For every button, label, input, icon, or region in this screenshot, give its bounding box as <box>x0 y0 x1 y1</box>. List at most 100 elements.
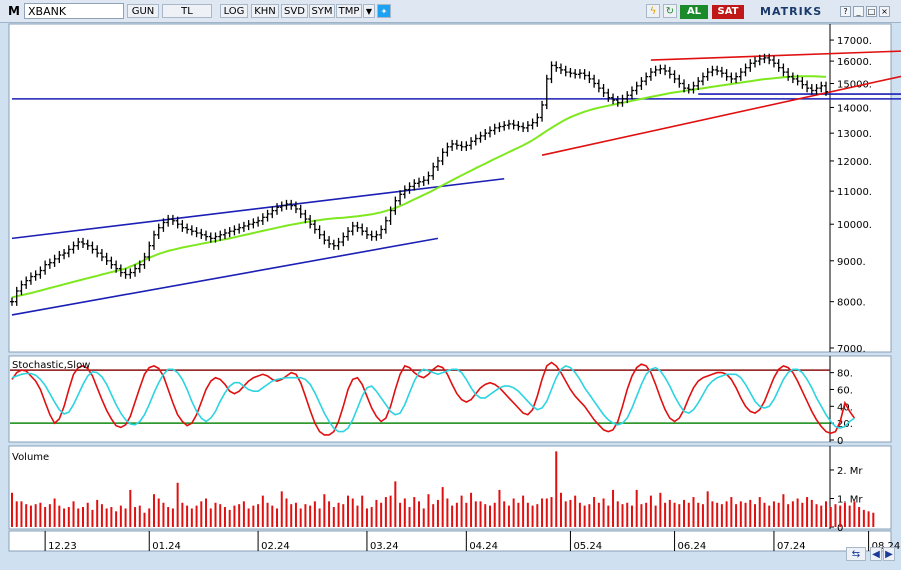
price-bar <box>346 227 351 241</box>
price-bar <box>819 81 824 93</box>
currency-button[interactable]: TL <box>162 4 212 18</box>
price-bar <box>469 137 474 150</box>
price-bar <box>66 245 71 258</box>
price-bar <box>554 61 559 72</box>
price-bar <box>473 134 478 146</box>
price-bar <box>478 131 483 143</box>
price-bar <box>104 252 109 265</box>
price-bar <box>805 80 810 93</box>
price-bar <box>653 65 658 77</box>
price-bar <box>270 206 275 219</box>
trendline <box>11 237 439 316</box>
price-bar <box>303 209 308 224</box>
price-bar <box>568 67 573 78</box>
price-bar <box>241 221 246 232</box>
price-bar <box>109 256 114 269</box>
price-bar <box>814 84 819 95</box>
help-icon[interactable]: ? <box>840 6 851 17</box>
price-bar <box>194 227 199 238</box>
price-bar <box>374 230 379 241</box>
price-bar <box>19 280 24 296</box>
price-bar <box>208 232 213 243</box>
price-bar <box>336 237 341 250</box>
price-bar <box>398 190 403 205</box>
price-bar <box>170 214 175 225</box>
price-bar <box>634 81 639 95</box>
price-bar <box>90 241 95 254</box>
price-bar <box>535 113 540 127</box>
svd-button[interactable]: SVD <box>281 4 308 18</box>
time-tick-label: 06.24 <box>678 541 707 552</box>
price-bar <box>743 63 748 77</box>
time-tick-label: 03.24 <box>370 541 399 552</box>
price-tick-label: 11000. <box>837 187 872 198</box>
price-bar <box>738 67 743 81</box>
price-bar <box>644 72 649 86</box>
maximize-icon[interactable]: □ <box>866 6 877 17</box>
price-bar <box>516 121 521 131</box>
price-bar <box>450 139 455 151</box>
price-bar <box>800 77 805 89</box>
price-bar <box>705 67 710 81</box>
price-bar <box>62 249 67 260</box>
price-bar <box>166 214 171 227</box>
close-icon[interactable]: × <box>879 6 890 17</box>
price-bar <box>308 214 313 229</box>
price-bar <box>809 84 814 95</box>
period-button[interactable]: GUN <box>127 4 159 18</box>
minimize-icon[interactable]: _ <box>853 6 864 17</box>
price-bar <box>76 237 81 250</box>
log-button[interactable]: LOG <box>220 4 248 18</box>
price-bar <box>757 54 762 66</box>
price-bar <box>639 77 644 91</box>
sync-icon[interactable]: ⇆ <box>846 547 866 561</box>
price-bar <box>577 69 582 79</box>
tmp-button[interactable]: TMP <box>336 4 362 18</box>
price-bar <box>563 65 568 77</box>
price-bar <box>222 228 227 239</box>
price-bar <box>251 218 256 229</box>
sym-button[interactable]: SYM <box>309 4 335 18</box>
price-tick-label: 7000. <box>837 344 866 355</box>
khn-button[interactable]: KHN <box>251 4 279 18</box>
time-tick-label: 05.24 <box>573 541 602 552</box>
scroll-left-icon[interactable]: ◀ <box>870 547 882 561</box>
price-bar <box>80 237 85 249</box>
refresh-icon[interactable]: ↻ <box>663 4 677 18</box>
dropdown-arrow-icon[interactable]: ▼ <box>363 4 375 18</box>
price-bar <box>232 225 237 236</box>
price-bar <box>128 268 133 279</box>
price-bar <box>204 230 209 241</box>
price-bar <box>38 266 43 279</box>
price-bar <box>464 141 469 151</box>
price-bar <box>402 185 407 199</box>
price-bar <box>544 74 549 110</box>
time-tick-label: 01.24 <box>152 541 181 552</box>
price-bar <box>298 204 303 219</box>
price-bar <box>487 126 492 138</box>
sell-button[interactable]: SAT <box>712 5 744 19</box>
price-bar <box>667 66 672 79</box>
price-bar <box>227 227 232 238</box>
time-tick-label: 02.24 <box>261 541 290 552</box>
symbol-input[interactable]: XBANK <box>24 3 124 19</box>
scroll-right-icon[interactable]: ▶ <box>883 547 895 561</box>
lightning-icon[interactable]: ϟ <box>646 4 660 18</box>
price-tick-label: 8000. <box>837 298 866 309</box>
twitter-icon[interactable]: ✦ <box>377 4 391 18</box>
price-bar <box>767 53 772 65</box>
price-bar <box>611 93 616 105</box>
buy-button[interactable]: AL <box>680 5 708 19</box>
price-bar <box>824 81 828 96</box>
price-tick-label: 12000. <box>837 157 872 168</box>
price-bar <box>790 72 795 84</box>
price-tick-label: 14000. <box>837 103 872 114</box>
time-tick-label: 08.24 <box>872 541 901 552</box>
stochastic-panel <box>8 355 892 443</box>
price-panel <box>8 23 892 353</box>
time-tick-label: 04.24 <box>469 541 498 552</box>
price-bar <box>710 65 715 77</box>
time-tick-label: 12.23 <box>48 541 77 552</box>
price-bar <box>719 66 724 78</box>
